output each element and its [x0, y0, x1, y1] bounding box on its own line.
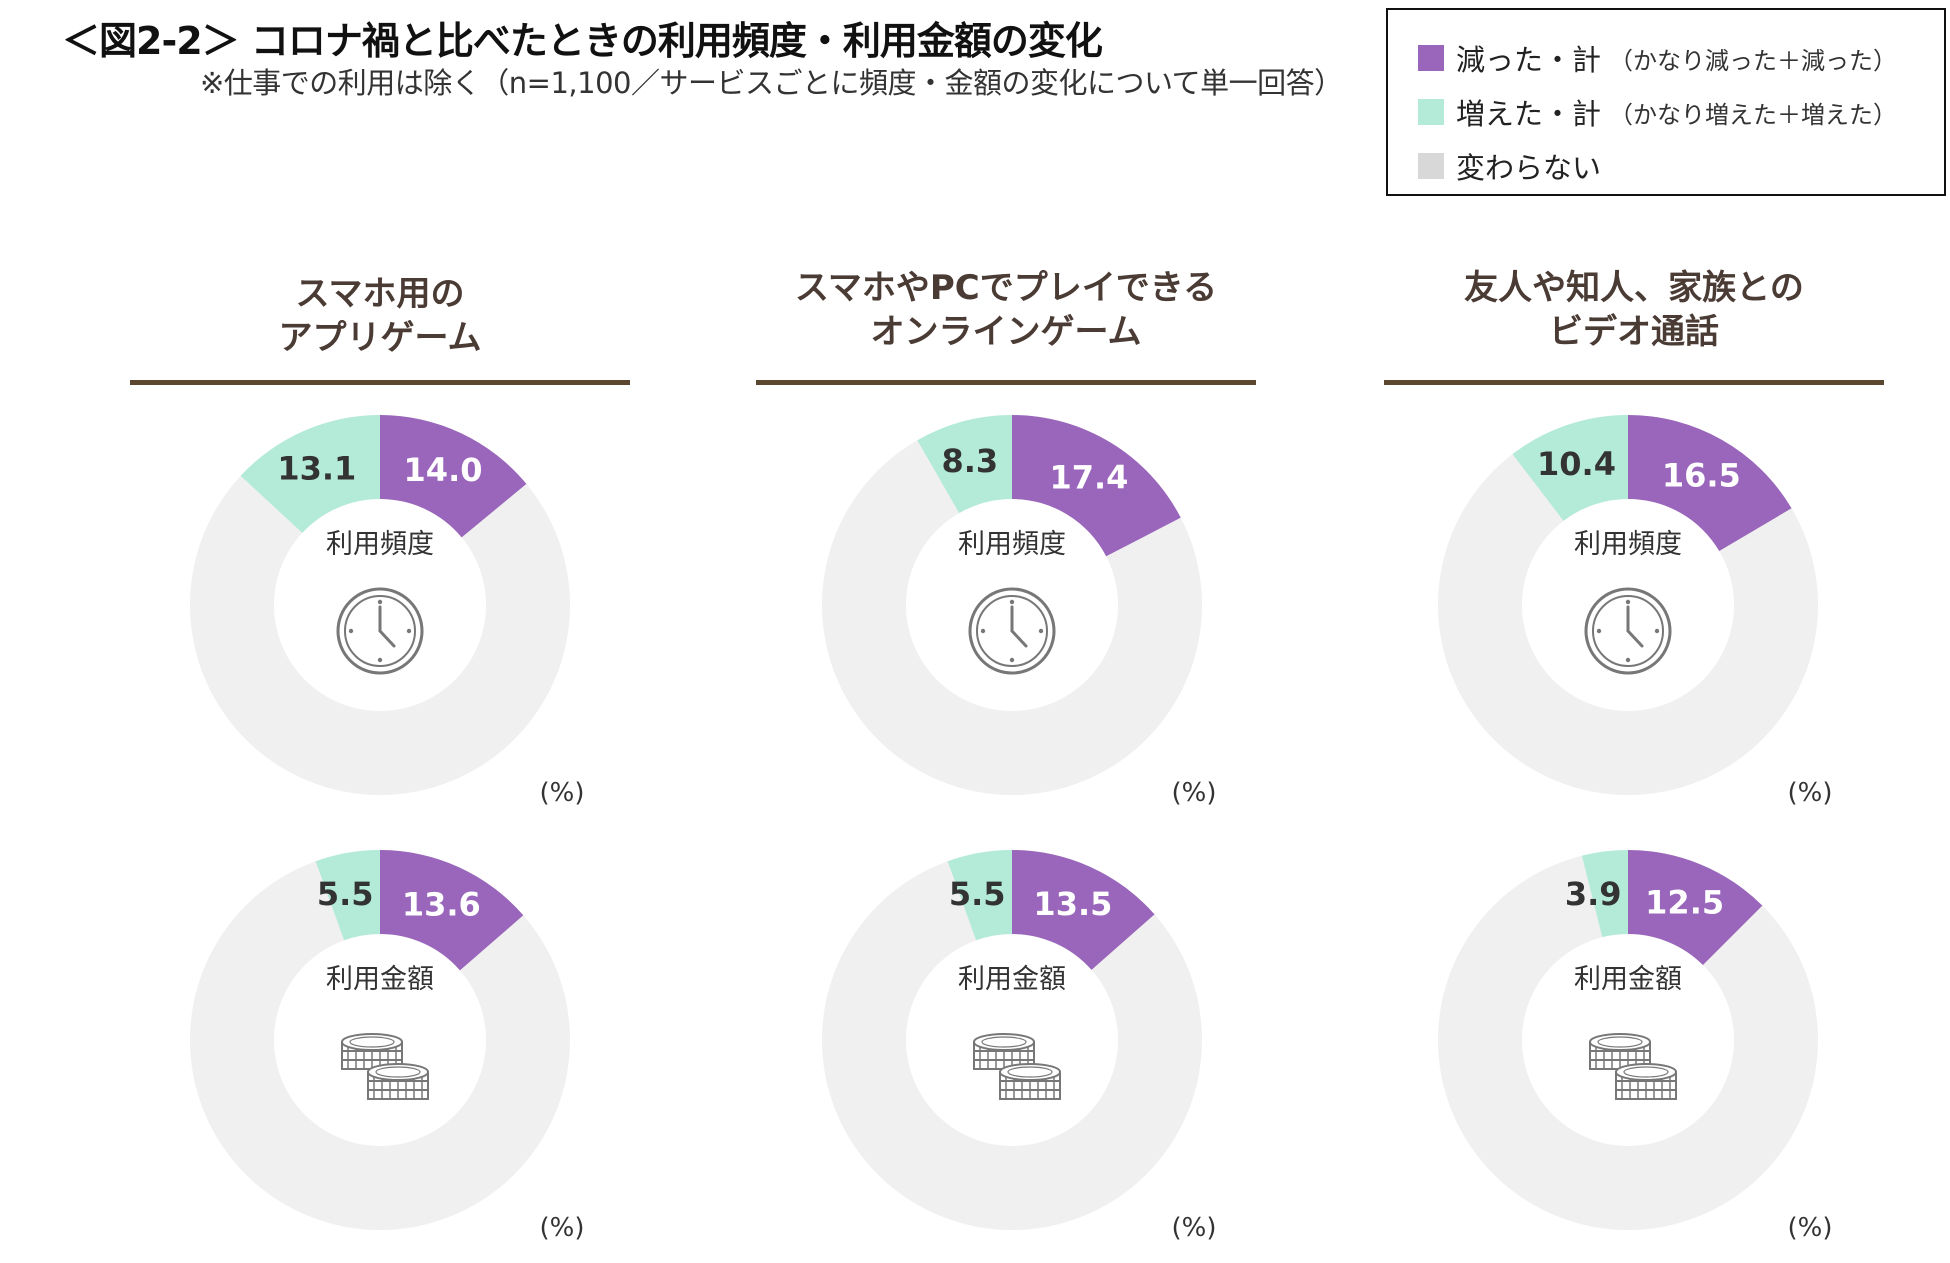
page-title: ＜図2-2＞ コロナ禍と比べたときの利用頻度・利用金額の変化 [62, 19, 1103, 63]
clock-rim [1592, 595, 1664, 667]
donut-chart: 13.6 5.5 利用金額 (%) [189, 850, 585, 1243]
decreased-value-label: 13.5 [1033, 885, 1112, 923]
category-title-line: スマホやPCでプレイできる [794, 268, 1218, 308]
metric-label: 利用金額 [958, 964, 1066, 995]
legend-label-increased: 増えた・計 [1456, 97, 1602, 131]
decreased-slice [1628, 850, 1763, 966]
clock-tick [1596, 628, 1602, 634]
coin-top-inner [349, 1036, 395, 1048]
increased-slice [315, 850, 380, 941]
increased-value-label: 5.5 [949, 875, 1006, 913]
increased-value-label: 5.5 [317, 875, 374, 913]
page-subtitle: ※仕事での利用は除く（n=1,100／サービスごとに頻度・金額の変化について単一… [200, 66, 1343, 100]
unit-label: (%) [1788, 778, 1833, 808]
decreased-slice [380, 850, 524, 971]
category-title-video-calls: 友人や知人、家族との ビデオ通話 [1384, 266, 1884, 354]
category-title-line: スマホ用の [295, 274, 465, 314]
donut-chart: 13.5 5.5 利用金額 (%) [821, 850, 1217, 1243]
legend-swatch-unchanged [1418, 153, 1444, 179]
legend-label-decreased: 減った・計 [1456, 43, 1602, 77]
unit-label: (%) [540, 778, 585, 808]
category-title-line: 友人や知人、家族との [1464, 268, 1804, 308]
increased-value-label: 10.4 [1537, 445, 1616, 483]
decreased-value-label: 16.5 [1662, 456, 1741, 494]
legend-swatch-increased [1418, 99, 1444, 125]
increased-slice [947, 850, 1012, 941]
legend-item-increased: 増えた・計 （かなり増えた＋増えた） [1418, 92, 1897, 132]
clock-hand-hour [1010, 629, 1028, 648]
legend: 減った・計 （かなり減った＋減った） 増えた・計 （かなり増えた＋増えた） 変わ… [1386, 8, 1946, 196]
increased-value-label: 3.9 [1565, 875, 1622, 913]
donut-chart: 16.5 10.4 利用頻度 (%) [1437, 415, 1833, 808]
legend-swatch-decreased [1418, 45, 1444, 71]
unit-label: (%) [540, 1213, 585, 1243]
clock-rim [344, 595, 416, 667]
clock-tick [980, 628, 986, 634]
category-rule [130, 380, 630, 385]
decreased-slice [1012, 850, 1155, 970]
clock-hand-hour [1626, 629, 1644, 648]
metric-label: 利用頻度 [958, 529, 1066, 560]
clock-hand-hour [378, 629, 396, 648]
clock-tick [1654, 628, 1660, 634]
clock-tick [1625, 599, 1631, 605]
legend-note-decreased: （かなり減った＋減った） [1609, 46, 1898, 75]
category-title-line: オンラインゲーム [870, 312, 1142, 352]
decreased-value-label: 12.5 [1645, 883, 1724, 921]
legend-item-unchanged: 変わらない [1418, 146, 1601, 186]
coin-top-inner [981, 1036, 1027, 1048]
decreased-value-label: 17.4 [1049, 459, 1128, 497]
increased-slice [917, 415, 1012, 514]
decreased-slice [1628, 415, 1792, 552]
donut-chart: 14.0 13.1 利用頻度 (%) [189, 415, 585, 808]
legend-note-increased: （かなり増えた＋増えた） [1609, 100, 1898, 129]
decreased-slice [380, 415, 527, 538]
category-title-app-games: スマホ用の アプリゲーム [130, 272, 630, 360]
coin-top-inner [1623, 1066, 1669, 1078]
increased-slice [1512, 415, 1628, 521]
increased-value-label: 8.3 [942, 442, 999, 480]
clock-tick [377, 657, 383, 663]
clock-face [1584, 587, 1672, 675]
decreased-slice [1012, 415, 1181, 557]
increased-value-label: 13.1 [277, 449, 356, 487]
clock-tick [1009, 657, 1015, 663]
coin-top-inner [375, 1066, 421, 1078]
increased-slice [1581, 850, 1628, 938]
clock-tick [1009, 599, 1015, 605]
donut-chart: 12.5 3.9 利用金額 (%) [1437, 850, 1833, 1243]
clock-rim [976, 595, 1048, 667]
category-title-online-games: スマホやPCでプレイできる オンラインゲーム [756, 266, 1256, 354]
clock-tick [406, 628, 412, 634]
clock-tick [1625, 657, 1631, 663]
decreased-value-label: 14.0 [404, 451, 483, 489]
legend-label-unchanged: 変わらない [1456, 151, 1602, 185]
metric-label: 利用頻度 [1574, 529, 1682, 560]
clock-face [336, 587, 424, 675]
clock-face [968, 587, 1056, 675]
unit-label: (%) [1172, 778, 1217, 808]
increased-slice [240, 415, 380, 533]
clock-tick [377, 599, 383, 605]
category-title-line: アプリゲーム [278, 318, 482, 358]
unit-label: (%) [1172, 1213, 1217, 1243]
metric-label: 利用金額 [326, 964, 434, 995]
decreased-value-label: 13.6 [402, 885, 481, 923]
donut-chart: 17.4 8.3 利用頻度 (%) [821, 415, 1217, 808]
category-title-line: ビデオ通話 [1549, 312, 1719, 352]
coin-top-inner [1597, 1036, 1643, 1048]
legend-item-decreased: 減った・計 （かなり減った＋減った） [1418, 38, 1897, 78]
category-rule [1384, 380, 1884, 385]
unit-label: (%) [1788, 1213, 1833, 1243]
metric-label: 利用金額 [1574, 964, 1682, 995]
clock-tick [348, 628, 354, 634]
coin-top-inner [1007, 1066, 1053, 1078]
metric-label: 利用頻度 [326, 529, 434, 560]
clock-tick [1038, 628, 1044, 634]
category-rule [756, 380, 1256, 385]
